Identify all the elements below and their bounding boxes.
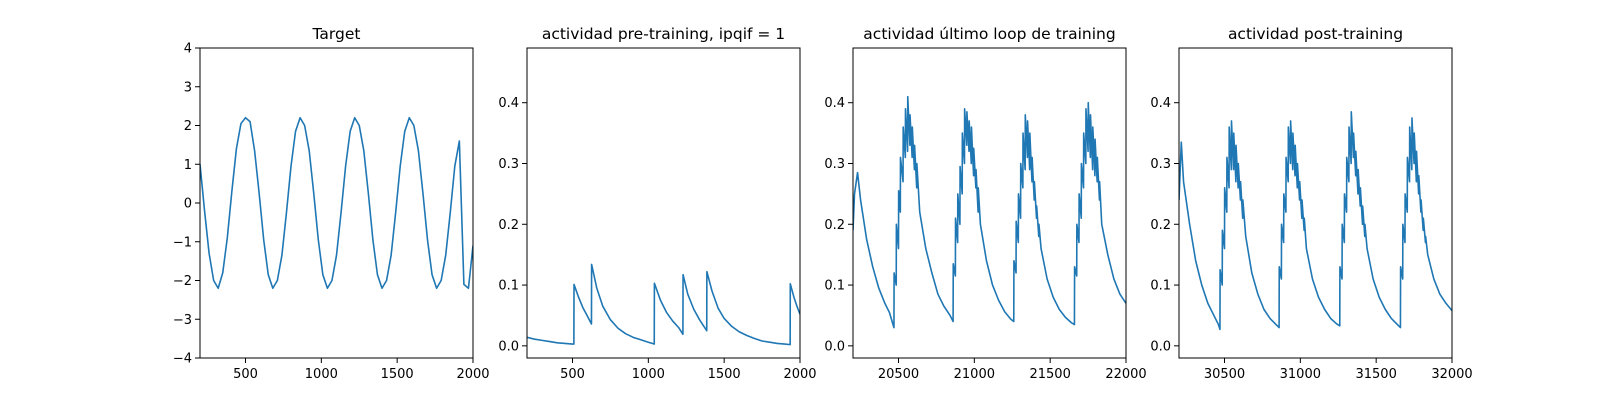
y-tick-label: −3 [173, 313, 192, 328]
y-tick-label: 0.2 [824, 218, 845, 233]
x-tick-label: 1000 [632, 367, 665, 382]
series-line [527, 263, 800, 346]
x-tick-label: 21000 [954, 367, 995, 382]
series-line [853, 95, 1126, 329]
y-tick-label: 0.1 [498, 279, 519, 294]
y-tick-label: 0.4 [498, 96, 519, 111]
x-tick-label: 2000 [456, 367, 489, 382]
chart-title: actividad post-training [1228, 25, 1403, 43]
y-tick-label: 1 [184, 158, 192, 173]
chart-title: actividad pre-training, ipqif = 1 [542, 25, 785, 43]
x-tick-label: 1500 [708, 367, 741, 382]
chart-title: actividad último loop de training [863, 25, 1115, 43]
axes-frame [526, 47, 801, 359]
x-tick-label: 500 [560, 367, 585, 382]
y-tick-label: 0.3 [824, 157, 845, 172]
x-tick-label: 31500 [1355, 367, 1396, 382]
x-tick-label: 32000 [1431, 367, 1472, 382]
y-tick-label: 0.3 [1150, 157, 1171, 172]
y-tick-label: 0.0 [1150, 339, 1171, 354]
y-tick-label: 0.0 [824, 339, 845, 354]
y-tick-label: 0.4 [824, 96, 845, 111]
y-tick-label: 0.1 [824, 279, 845, 294]
axes-frame [852, 47, 1127, 359]
axes-frame [1178, 47, 1453, 359]
subplot-3: actividad último loop de training 20500 21… [824, 25, 1146, 382]
y-tick-label: −1 [173, 235, 192, 250]
y-tick-label: 0.2 [1150, 218, 1171, 233]
x-tick-label: 31000 [1280, 367, 1321, 382]
x-tick-label: 22000 [1105, 367, 1146, 382]
axes-frame [199, 47, 474, 359]
y-tick-label: −4 [173, 352, 192, 367]
subplot-1: Target 500 1000 1500 2000 −4 −3 −2 −1 0 1 2 3 4 [173, 25, 490, 382]
y-tick-label: −2 [173, 274, 192, 289]
x-tick-label: 21500 [1029, 367, 1070, 382]
x-tick-label: 20500 [878, 367, 919, 382]
y-tick-label: 0.4 [1150, 96, 1171, 111]
subplot-2: actividad pre-training, ipqif = 1 500 1000… [498, 25, 816, 382]
y-tick-label: 3 [184, 80, 192, 95]
y-tick-label: 2 [184, 119, 192, 134]
series-line [200, 116, 473, 290]
subplot-4: actividad post-training 30500 31000 31500 32… [1150, 25, 1472, 382]
chart-title: Target [312, 25, 361, 43]
x-tick-label: 1500 [381, 367, 414, 382]
x-tick-label: 1000 [305, 367, 338, 382]
y-tick-label: 0.1 [1150, 279, 1171, 294]
series-line [1179, 111, 1452, 331]
y-tick-label: 0.3 [498, 157, 519, 172]
x-tick-label: 500 [233, 367, 258, 382]
x-tick-label: 2000 [783, 367, 816, 382]
y-tick-label: 0.2 [498, 218, 519, 233]
y-tick-label: 0 [184, 197, 192, 212]
y-tick-label: 0.0 [498, 339, 519, 354]
x-tick-label: 30500 [1204, 367, 1245, 382]
y-tick-label: 4 [184, 42, 192, 57]
